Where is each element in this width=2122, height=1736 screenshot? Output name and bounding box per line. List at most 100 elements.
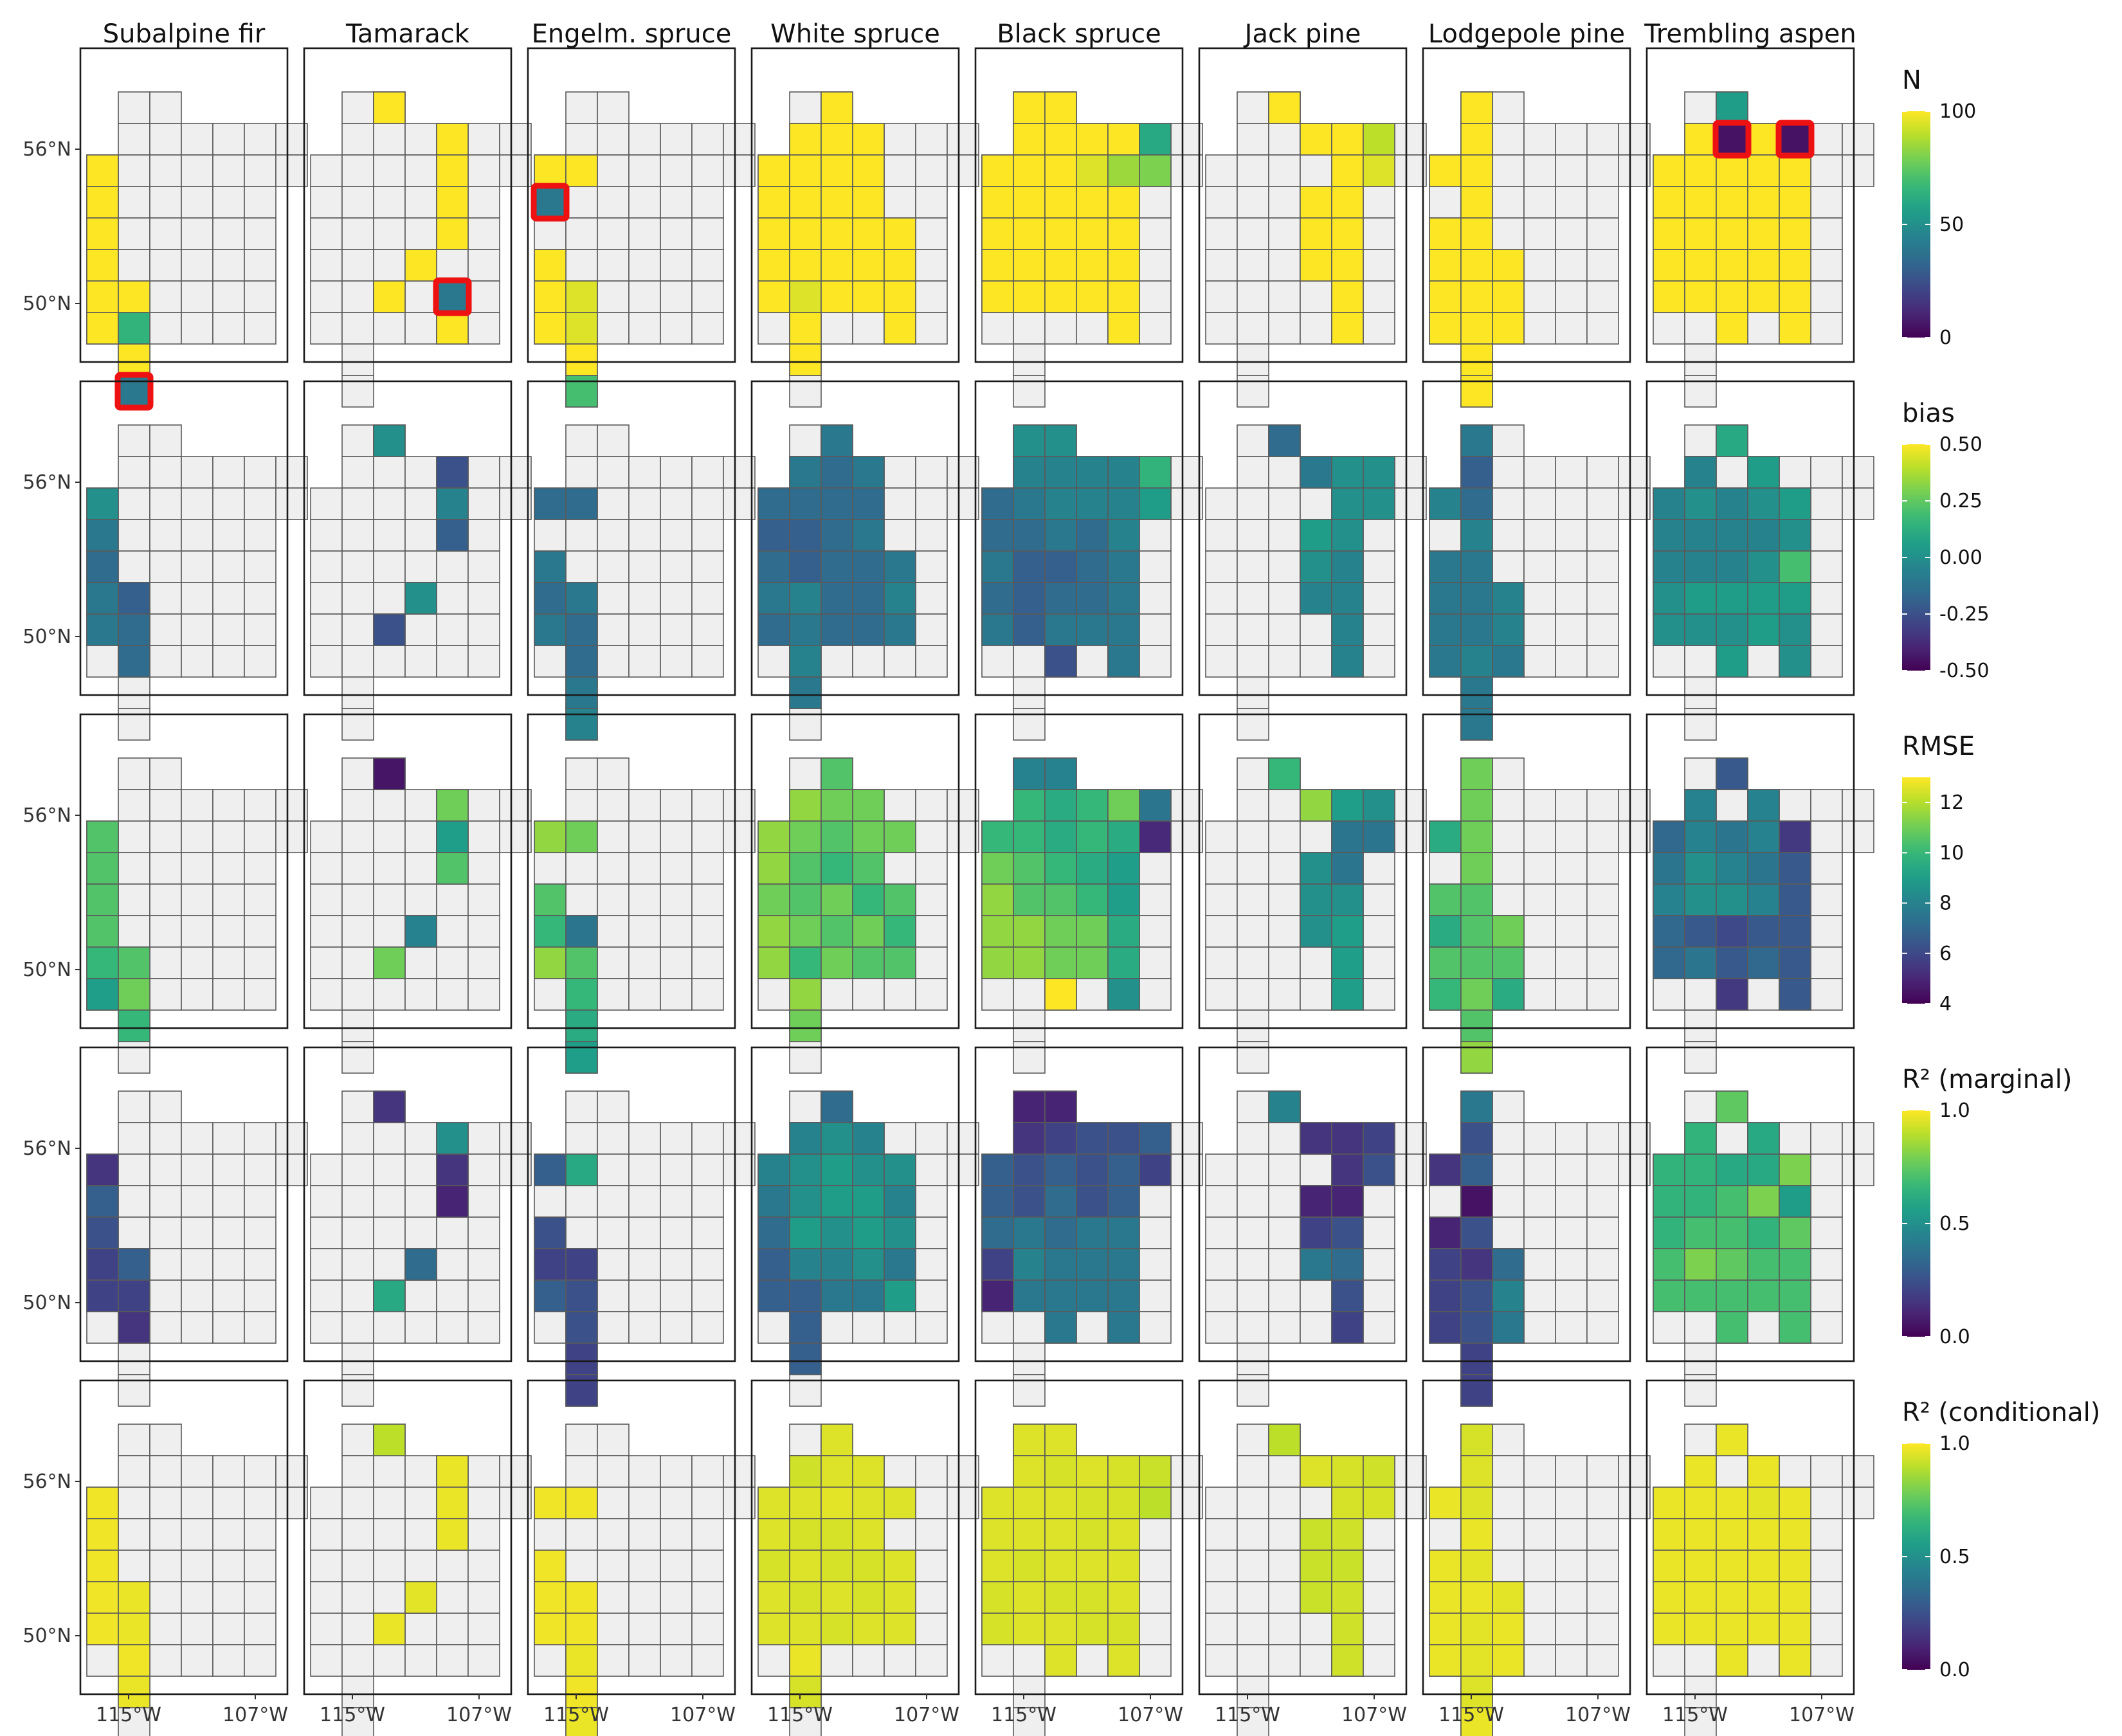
empty-cell <box>915 519 948 552</box>
heat-cell <box>565 645 598 678</box>
empty-cell <box>404 186 437 219</box>
heat-cell <box>1492 280 1525 313</box>
empty-cell <box>1653 978 1685 1011</box>
panel <box>1646 47 1874 408</box>
empty-cell <box>467 123 500 156</box>
panel-border <box>1646 713 1855 1029</box>
heat-cell <box>1684 1122 1717 1155</box>
empty-cell <box>341 1550 374 1582</box>
panel-border <box>79 1379 289 1695</box>
empty-cell <box>1523 915 1556 948</box>
heat-cell <box>1716 1090 1748 1123</box>
empty-cell <box>341 375 374 408</box>
x-tick-label: 107°W <box>670 1704 736 1726</box>
heat-cell <box>1300 915 1332 948</box>
heat-cell <box>852 154 885 187</box>
y-tick-label: 50°N <box>23 626 71 648</box>
heat-cell <box>1716 883 1748 916</box>
heat-cell <box>1684 1613 1717 1645</box>
empty-cell <box>149 1613 182 1645</box>
heat-cell <box>534 915 567 948</box>
empty-cell <box>597 217 630 250</box>
empty-cell <box>181 946 213 979</box>
empty-cell <box>597 280 630 313</box>
heat-cell <box>1684 613 1717 646</box>
heat-cell <box>1492 249 1525 282</box>
heat-cell <box>1300 582 1332 615</box>
empty-cell <box>1586 1122 1619 1155</box>
empty-cell <box>1139 1644 1172 1677</box>
empty-cell <box>1300 312 1332 345</box>
empty-cell <box>149 946 182 979</box>
heat-cell <box>1716 757 1748 790</box>
heat-cell <box>1300 883 1332 916</box>
empty-cell <box>628 820 661 853</box>
empty-cell <box>404 1216 437 1249</box>
empty-cell <box>1268 487 1301 520</box>
empty-cell <box>181 1311 213 1344</box>
heat-cell <box>1716 1518 1748 1551</box>
empty-cell <box>757 312 790 345</box>
empty-cell <box>149 1185 182 1218</box>
empty-cell <box>1810 1185 1843 1218</box>
empty-cell <box>181 1518 213 1551</box>
heat-cell <box>852 1550 885 1582</box>
empty-cell <box>565 249 598 282</box>
empty-cell <box>212 915 245 948</box>
empty-cell <box>1268 550 1301 583</box>
heat-cell <box>1300 1216 1332 1249</box>
heat-cell <box>1779 645 1811 678</box>
empty-cell <box>628 280 661 313</box>
heat-cell <box>1779 613 1811 646</box>
heat-cell <box>981 1550 1014 1582</box>
heat-cell <box>1460 123 1493 156</box>
empty-cell <box>915 1185 948 1218</box>
empty-cell <box>1139 1216 1172 1249</box>
empty-cell <box>1363 1581 1395 1614</box>
empty-cell <box>1363 1550 1395 1582</box>
heat-cell <box>1363 1455 1395 1488</box>
empty-cell <box>1268 1122 1301 1155</box>
heat-cell <box>1716 312 1748 345</box>
empty-cell <box>436 946 469 979</box>
empty-cell <box>404 613 437 646</box>
y-tick-label: 50°N <box>23 293 71 315</box>
empty-cell <box>1237 312 1269 345</box>
empty-cell <box>341 645 374 678</box>
heat-cell <box>436 1153 469 1186</box>
empty-cell <box>597 1090 630 1123</box>
empty-cell <box>181 487 213 520</box>
panel <box>1422 1046 1651 1407</box>
heat-cell <box>118 343 150 376</box>
empty-cell <box>436 978 469 1011</box>
heat-cell <box>1716 613 1748 646</box>
x-tick-label: 115°W <box>96 1704 161 1726</box>
empty-cell <box>1268 280 1301 313</box>
empty-cell <box>1237 1487 1269 1519</box>
empty-cell <box>821 312 853 345</box>
empty-cell <box>1586 123 1619 156</box>
empty-cell <box>467 186 500 219</box>
empty-cell <box>1237 123 1269 156</box>
empty-cell <box>181 915 213 948</box>
panel <box>750 1046 979 1407</box>
empty-cell <box>660 1550 693 1582</box>
empty-cell <box>915 1550 948 1582</box>
heat-cell <box>789 1581 822 1614</box>
heat-cell <box>1653 1248 1685 1281</box>
empty-cell <box>1205 186 1238 219</box>
empty-cell <box>212 645 245 678</box>
empty-cell <box>947 1487 979 1519</box>
empty-cell <box>691 1279 724 1312</box>
heat-cell <box>1429 613 1462 646</box>
empty-cell <box>118 1216 150 1249</box>
empty-cell <box>118 1185 150 1218</box>
heat-cell <box>1429 1248 1462 1281</box>
empty-cell <box>181 1550 213 1582</box>
heat-cell <box>1492 1248 1525 1281</box>
heat-cell <box>884 249 916 282</box>
heat-cell <box>1331 280 1364 313</box>
empty-cell <box>404 820 437 853</box>
empty-cell <box>628 946 661 979</box>
empty-cell <box>1237 1343 1269 1375</box>
